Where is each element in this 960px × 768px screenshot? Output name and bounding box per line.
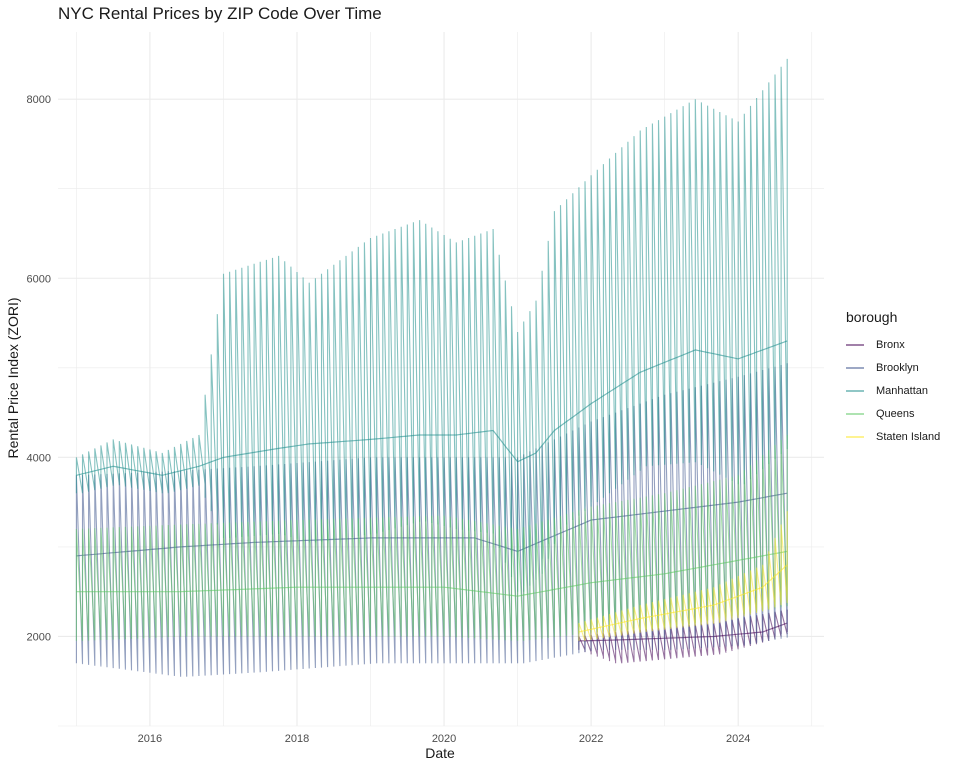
legend-label: Manhattan bbox=[876, 384, 928, 397]
series-queens bbox=[75, 435, 788, 641]
x-tick-label: 2016 bbox=[138, 733, 162, 745]
series-line bbox=[578, 564, 788, 633]
legend-item: Staten Island bbox=[846, 425, 940, 448]
legend-item: Manhattan bbox=[846, 379, 940, 402]
legend-item: Brooklyn bbox=[846, 356, 940, 379]
series-line bbox=[76, 340, 788, 476]
legend-key bbox=[846, 412, 864, 415]
legend-label: Queens bbox=[876, 407, 915, 420]
legend-key bbox=[846, 343, 864, 346]
y-tick-label: 2000 bbox=[27, 631, 51, 643]
y-tick-label: 6000 bbox=[27, 273, 51, 285]
y-tick-label: 8000 bbox=[27, 94, 51, 106]
y-axis-title: Rental Price Index (ZORI) bbox=[5, 297, 21, 458]
series-staten-island bbox=[578, 511, 788, 642]
legend-label: Brooklyn bbox=[876, 361, 919, 374]
y-tick-label: 4000 bbox=[27, 452, 51, 464]
y-axis-ticks: 2000 4000 6000 8000 bbox=[27, 94, 51, 643]
legend-label: Staten Island bbox=[876, 430, 941, 443]
series-manhattan bbox=[75, 58, 788, 592]
legend-item: Bronx bbox=[846, 333, 940, 356]
x-tick-label: 2020 bbox=[432, 733, 456, 745]
series-band bbox=[75, 435, 788, 641]
chart-title: NYC Rental Prices by ZIP Code Over Time bbox=[58, 4, 382, 23]
series-band bbox=[75, 58, 788, 592]
legend: borough Bronx Brooklyn Manhattan Queens Stat… bbox=[846, 309, 940, 448]
x-axis-title: Date bbox=[425, 745, 455, 761]
series-band bbox=[578, 511, 788, 642]
x-tick-label: 2022 bbox=[579, 733, 603, 745]
data-layer bbox=[75, 58, 788, 677]
legend-key bbox=[846, 366, 864, 369]
legend-items: Bronx Brooklyn Manhattan Queens Staten Islan… bbox=[846, 333, 940, 448]
legend-label: Bronx bbox=[876, 338, 905, 351]
legend-item: Queens bbox=[846, 402, 940, 425]
legend-key bbox=[846, 435, 864, 438]
x-tick-label: 2018 bbox=[285, 733, 309, 745]
x-tick-label: 2024 bbox=[726, 733, 750, 745]
x-axis-ticks: 2016 2018 2020 2022 2024 bbox=[138, 733, 751, 745]
series-line bbox=[76, 550, 788, 597]
legend-key bbox=[846, 389, 864, 392]
legend-title: borough bbox=[846, 309, 898, 325]
